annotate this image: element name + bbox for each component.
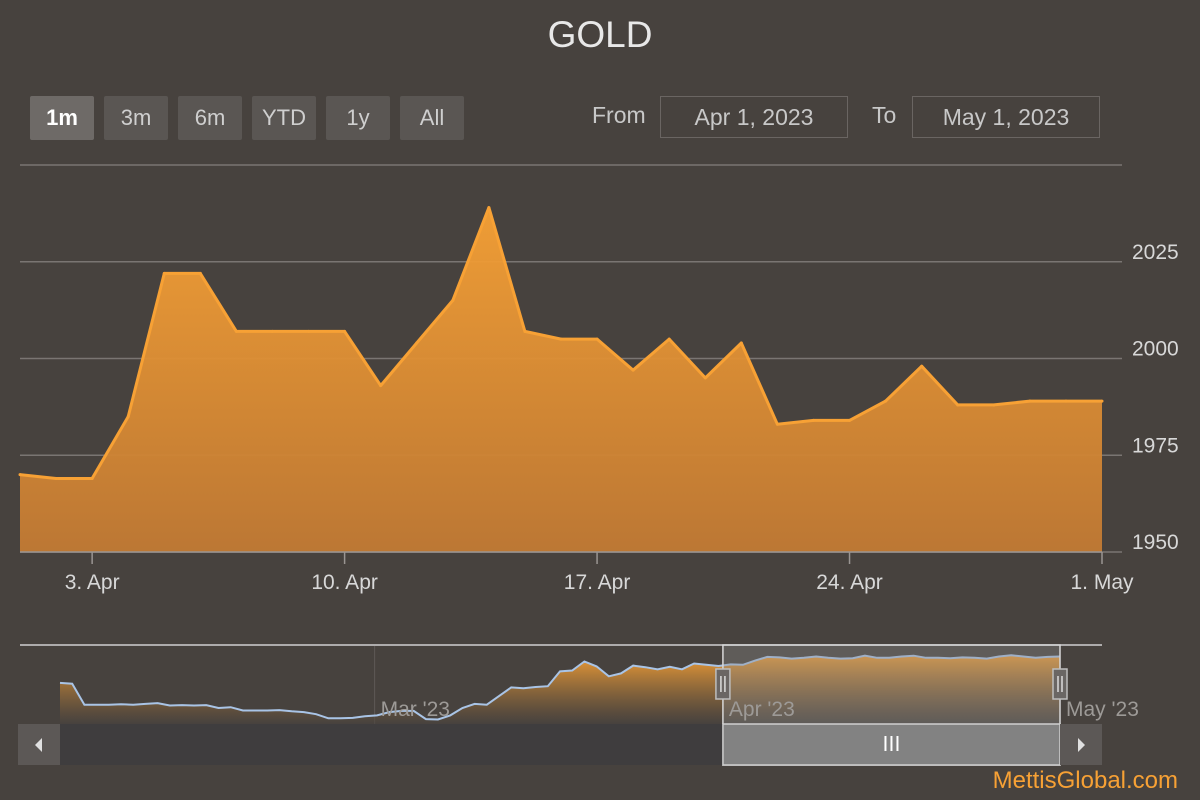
series-area bbox=[20, 207, 1102, 552]
navigator-label: May '23 bbox=[1066, 698, 1139, 721]
series-point bbox=[451, 298, 455, 302]
series-point bbox=[1100, 399, 1104, 403]
series-point bbox=[18, 473, 22, 477]
x-tick-label: 3. Apr bbox=[65, 571, 120, 594]
chevron-left-icon bbox=[35, 738, 42, 752]
series-point bbox=[848, 418, 852, 422]
series-point bbox=[54, 476, 58, 480]
axes: 1950 1975 2000 2025 3. Apr 10. Apr 17. Apr 24. … bbox=[20, 241, 1179, 594]
series-point bbox=[992, 403, 996, 407]
range-button-1y[interactable]: 1y bbox=[326, 96, 390, 140]
x-tick-label: 1. May bbox=[1070, 571, 1134, 594]
y-tick-label: 1975 bbox=[1132, 434, 1179, 457]
credit-link[interactable]: MettisGlobal.com bbox=[992, 767, 1178, 794]
range-button-1m[interactable]: 1m bbox=[30, 96, 94, 140]
x-tick-label: 17. Apr bbox=[564, 571, 631, 594]
series-point bbox=[956, 403, 960, 407]
navigator-handle-right[interactable] bbox=[1052, 668, 1068, 700]
y-tick-label: 2000 bbox=[1132, 338, 1179, 361]
series-point bbox=[487, 206, 491, 210]
handle-body bbox=[1052, 668, 1068, 700]
range-button-all[interactable]: All bbox=[400, 96, 464, 140]
to-label: To bbox=[872, 102, 897, 128]
navigator-line bbox=[59, 654, 1061, 721]
series-point bbox=[703, 376, 707, 380]
range-button-ytd[interactable]: YTD bbox=[252, 96, 316, 140]
series-point bbox=[270, 329, 274, 333]
series-point bbox=[162, 271, 166, 275]
from-label: From bbox=[592, 102, 646, 128]
navigator-selection bbox=[722, 646, 1060, 724]
series-point bbox=[307, 329, 311, 333]
from-date-input[interactable]: Apr 1, 2023 bbox=[660, 96, 848, 138]
chevron-right-icon bbox=[1078, 738, 1085, 752]
navigator-label: Apr '23 bbox=[729, 698, 795, 721]
series-point bbox=[667, 337, 671, 341]
series-point bbox=[739, 341, 743, 345]
scroll-left-button[interactable] bbox=[18, 724, 60, 765]
x-tick-label: 24. Apr bbox=[816, 571, 883, 594]
range-button-3m[interactable]: 3m bbox=[104, 96, 168, 140]
series-point bbox=[126, 415, 130, 419]
series-point bbox=[559, 337, 563, 341]
handle-body bbox=[715, 668, 731, 700]
series-point bbox=[198, 271, 202, 275]
series-point bbox=[631, 368, 635, 372]
series-point bbox=[884, 399, 888, 403]
series-point bbox=[1064, 399, 1068, 403]
navigator-handle-left[interactable] bbox=[715, 668, 731, 700]
x-tick-label: 10. Apr bbox=[311, 571, 378, 594]
range-button-6m[interactable]: 6m bbox=[178, 96, 242, 140]
series-point bbox=[415, 341, 419, 345]
y-tick-label: 2025 bbox=[1132, 241, 1179, 264]
series-point bbox=[595, 337, 599, 341]
series-point bbox=[775, 422, 779, 426]
scroll-right-button[interactable] bbox=[1060, 724, 1102, 765]
series-point bbox=[1028, 399, 1032, 403]
series-point bbox=[90, 476, 94, 480]
navigator: Mar '23 Apr '23 May '23 bbox=[18, 644, 1139, 766]
y-tick-label: 1950 bbox=[1132, 531, 1179, 554]
navigator-label: Mar '23 bbox=[381, 698, 450, 721]
series-point bbox=[811, 418, 815, 422]
series-point bbox=[234, 329, 238, 333]
chart-title: GOLD bbox=[547, 14, 653, 55]
navigator-area bbox=[60, 655, 1060, 724]
series-point bbox=[343, 329, 347, 333]
area-series bbox=[18, 206, 1104, 552]
series-point bbox=[379, 384, 383, 388]
series-point bbox=[523, 329, 527, 333]
to-date-input[interactable]: May 1, 2023 bbox=[912, 96, 1100, 138]
series-point bbox=[920, 364, 924, 368]
